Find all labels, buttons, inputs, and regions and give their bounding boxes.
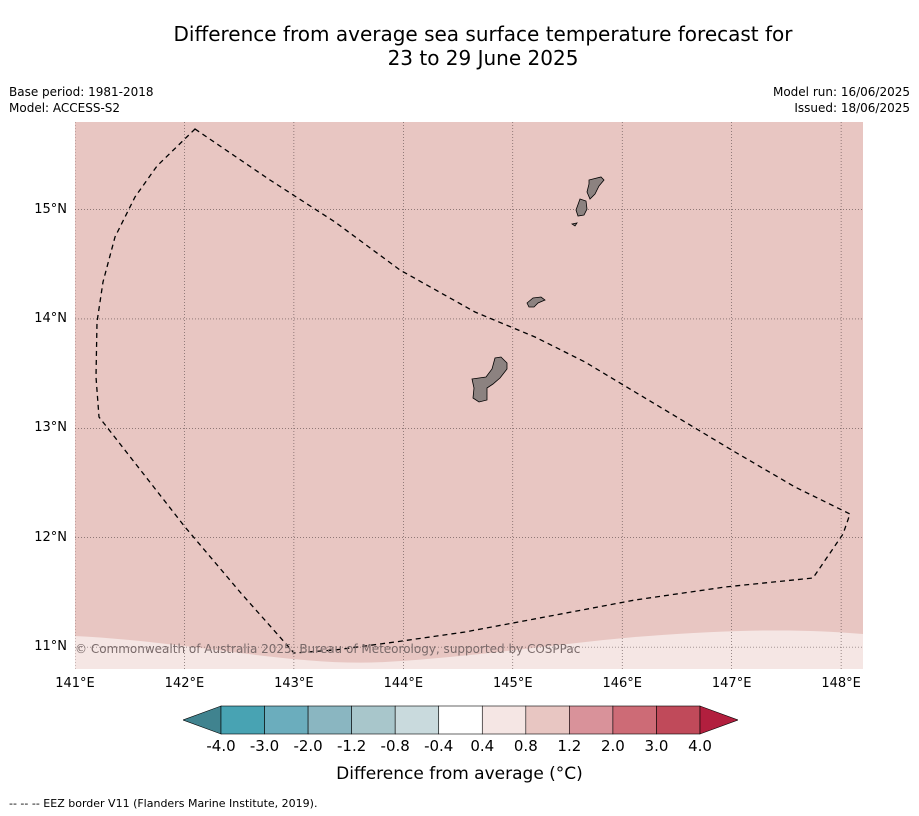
colorbar-tick-label: 0.4 (470, 737, 495, 755)
colorbar-tick-label: -0.8 (380, 737, 410, 755)
colorbar-tick-label: 3.0 (644, 737, 669, 755)
longitude-tick-label: 146°E (602, 676, 642, 691)
latitude-tick-label: 14°N (34, 310, 67, 326)
longitude-tick-label: 147°E (711, 676, 752, 691)
colorbar-segment (351, 705, 396, 735)
colorbar-tick-label: 4.0 (688, 737, 712, 755)
colorbar-arrow-high (699, 705, 738, 735)
gridlines (75, 122, 863, 669)
island-guam (471, 356, 508, 403)
latitude-tick-label: 15°N (34, 201, 67, 217)
longitude-tick-label: 148°E (821, 676, 861, 691)
model-text: Model: ACCESS-S2 (9, 101, 121, 115)
chart-title: Difference from average sea surface temp… (0, 22, 919, 70)
colorbar-tick-label: -3.0 (249, 737, 280, 755)
colorbar-tick-label: -1.2 (336, 737, 367, 755)
base-period-text: Base period: 1981-2018 (9, 85, 154, 99)
colorbar-segment (307, 705, 352, 735)
colorbar (183, 705, 738, 735)
meta-left: Base period: 1981-2018 Model: ACCESS-S2 (9, 84, 154, 116)
longitude-tick-label: 141°E (55, 676, 95, 691)
colorbar-tick-label: -2.0 (293, 737, 323, 755)
island-rota (526, 296, 546, 308)
longitude-tick-label: 144°E (383, 676, 424, 691)
longitude-tick-label: 145°E (493, 676, 533, 691)
colorbar-segment (264, 705, 309, 735)
ocean-south-band (75, 630, 863, 669)
title-line-2: 23 to 29 June 2025 (387, 46, 579, 70)
colorbar-segment (569, 705, 614, 735)
issued-text: Issued: 18/06/2025 (794, 101, 910, 115)
colorbar-tick-label: 2.0 (600, 737, 625, 755)
latitude-tick-label: 12°N (34, 529, 67, 545)
colorbar-arrow-low (183, 705, 222, 735)
ocean-main (75, 122, 863, 669)
colorbar-tick-label: 0.8 (513, 737, 538, 755)
model-run-text: Model run: 16/06/2025 (772, 85, 910, 99)
colorbar-segment (612, 705, 657, 735)
copyright-text: © Commonwealth of Australia 2025, Bureau… (75, 642, 581, 656)
colorbar-tick-label: 1.2 (557, 737, 582, 755)
colorbar-tick-label: -0.4 (424, 737, 454, 755)
colorbar-segment (525, 705, 570, 735)
island-saipan-tinian (570, 176, 605, 227)
latitude-tick-label: 11°N (34, 639, 67, 655)
map-canvas (75, 122, 863, 669)
colorbar-segment (438, 705, 483, 735)
title-line-1: Difference from average sea surface temp… (173, 22, 793, 46)
eez-border (95, 128, 851, 654)
longitude-tick-label: 142°E (164, 676, 205, 691)
eez-legend-note: -- -- -- EEZ border V11 (Flanders Marine… (9, 797, 318, 810)
meta-right: Model run: 16/06/2025 Issued: 18/06/2025 (773, 84, 910, 116)
colorbar-segment (394, 705, 440, 735)
colorbar-segment (220, 705, 265, 735)
colorbar-segment (481, 705, 527, 735)
colorbar-title: Difference from average (°C) (336, 764, 583, 784)
colorbar-segment (656, 705, 701, 735)
longitude-tick-label: 143°E (274, 676, 314, 691)
latitude-tick-label: 13°N (34, 420, 67, 436)
colorbar-tick-label: -4.0 (206, 737, 236, 755)
map-panel: © Commonwealth of Australia 2025, Bureau… (75, 122, 863, 669)
